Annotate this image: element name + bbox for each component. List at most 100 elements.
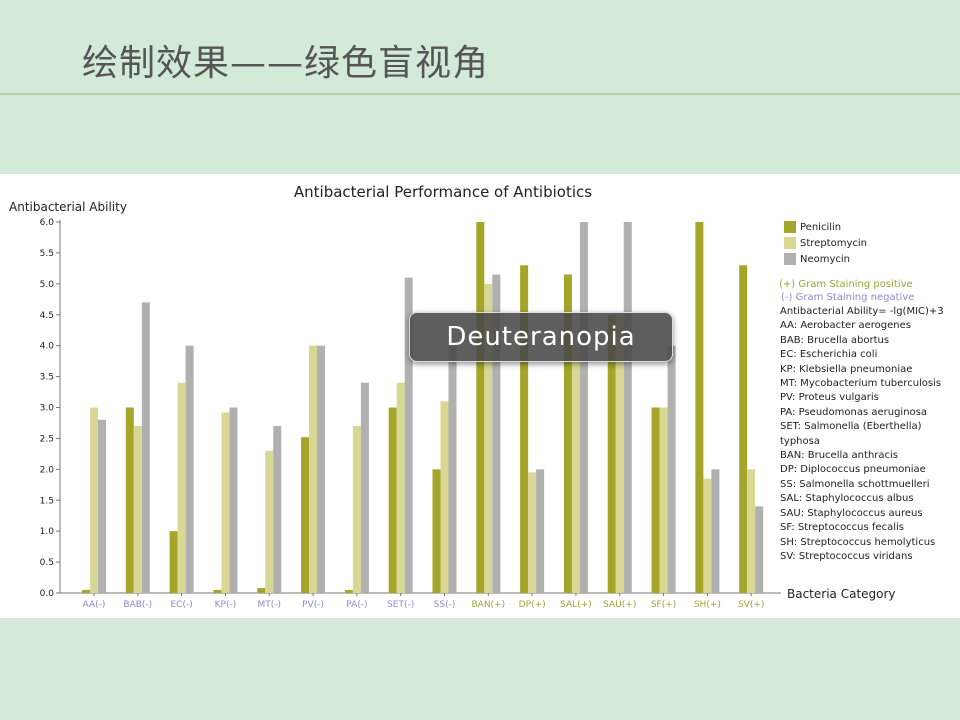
bar-chart: Antibacterial Performance of Antibiotics… (9, 183, 896, 610)
x-tick-label: DP(+) (519, 600, 546, 610)
legend-swatch-penicilin (784, 221, 796, 233)
bar-streptomycin (177, 382, 186, 593)
y-tick-label: 1.5 (40, 496, 54, 506)
bar-streptomycin (352, 426, 361, 593)
slide-title: 绘制效果——绿色盲视角 (82, 43, 490, 84)
bar-penicilin (388, 407, 397, 593)
x-tick-label: KP(-) (215, 600, 237, 610)
x-tick-label: BAB(-) (123, 600, 152, 610)
abbreviation-item: PA: Pseudomonas aeruginosa (780, 406, 927, 418)
x-axis-label: Bacteria Category (787, 587, 896, 601)
bar-neomycin (404, 277, 413, 593)
bar-neomycin (273, 426, 282, 593)
x-tick-label: MT(-) (257, 600, 281, 610)
x-tick-label: PA(-) (346, 600, 367, 610)
abbreviation-item: EC: Escherichia coli (780, 349, 878, 361)
bar-penicilin (213, 589, 222, 593)
bar-streptomycin (221, 412, 230, 593)
bar-penicilin (520, 265, 529, 593)
abbreviation-item: KP: Klebsiella pneumoniae (780, 363, 913, 375)
x-tick-label: SV(+) (738, 600, 764, 610)
y-tick-label: 0.0 (40, 589, 55, 599)
bar-penicilin (695, 222, 704, 593)
abbreviation-item: DP: Diplococcus pneumoniae (780, 464, 926, 476)
y-tick-label: 3.0 (40, 404, 55, 414)
bar-streptomycin (571, 345, 580, 593)
y-axis-label: Antibacterial Ability (9, 200, 127, 214)
x-tick-label: AA(-) (83, 600, 106, 610)
bar-penicilin (563, 274, 572, 593)
x-tick-label: SAU(+) (603, 600, 636, 610)
bar-neomycin (755, 506, 764, 593)
abbreviation-item: MT: Mycobacterium tuberculosis (780, 378, 942, 390)
bar-streptomycin (528, 472, 537, 593)
x-tick-label: SS(-) (434, 600, 456, 610)
formula-note: Antibacterial Ability= -lg(MIC)+3 (780, 306, 944, 317)
bar-penicilin (82, 589, 90, 593)
bar-penicilin (344, 589, 353, 593)
bar-neomycin (141, 302, 150, 593)
abbreviation-item: BAN: Brucella anthracis (780, 450, 899, 462)
bar-neomycin (185, 345, 194, 593)
bar-penicilin (739, 265, 748, 593)
chart-title: Antibacterial Performance of Antibiotics (294, 183, 592, 201)
x-tick-label: SAL(+) (560, 600, 592, 610)
bar-penicilin (607, 314, 616, 593)
gram-positive-note: (+) Gram Staining positive (779, 279, 913, 290)
x-tick-label: BAN(+) (471, 600, 505, 610)
bar-streptomycin (396, 382, 405, 593)
abbreviation-item: PV: Proteus vulgaris (780, 392, 879, 404)
legend-item-streptomycin: Streptomycin (784, 235, 960, 251)
abbreviation-item: SET: Salmonella (Eberthella) typhosa (780, 421, 922, 447)
bar-neomycin (711, 469, 720, 593)
legend-label-penicilin: Penicilin (800, 221, 842, 233)
legend-item-neomycin: Neomycin (784, 251, 960, 267)
y-tick-label: 3.5 (40, 373, 54, 383)
bar-neomycin (229, 407, 238, 593)
abbreviation-item: SF: Streptococcus fecalis (780, 522, 904, 534)
legend-label-neomycin: Neomycin (800, 253, 851, 265)
bar-neomycin (579, 222, 588, 593)
x-tick-label: PV(-) (302, 600, 324, 610)
bar-neomycin (536, 469, 545, 593)
bar-penicilin (301, 437, 310, 593)
bar-streptomycin (309, 345, 318, 593)
legend-label-streptomycin: Streptomycin (800, 237, 867, 249)
abbreviation-item: BAB: Brucella abortus (780, 334, 890, 346)
legend-item-penicilin: Penicilin (784, 219, 960, 235)
gram-negative-note: (-) Gram Staining negative (781, 292, 915, 303)
legend-swatch-neomycin (784, 253, 796, 265)
bar-streptomycin (484, 283, 493, 593)
bar-penicilin (169, 531, 178, 593)
bar-streptomycin (747, 469, 756, 593)
x-tick-label: SF(+) (651, 600, 676, 610)
y-tick-label: 0.5 (40, 558, 54, 568)
bar-penicilin (125, 407, 134, 593)
bar-neomycin (492, 274, 501, 593)
deuteranopia-badge: Deuteranopia (409, 312, 673, 362)
bar-streptomycin (90, 407, 98, 593)
bar-neomycin (98, 419, 106, 593)
bar-streptomycin (659, 407, 668, 593)
legend: Penicilin Streptomycin Neomycin (+) Gram… (779, 219, 960, 564)
y-tick-label: 4.5 (40, 311, 54, 321)
bar-streptomycin (703, 478, 712, 593)
y-tick-label: 5.5 (40, 249, 54, 259)
abbreviation-item: SAL: Staphylococcus albus (780, 493, 914, 505)
abbreviation-item: SAU: Staphylococcus aureus (780, 507, 923, 519)
legend-swatch-streptomycin (784, 237, 796, 249)
bar-neomycin (360, 382, 369, 593)
bar-penicilin (432, 469, 441, 593)
bar-penicilin (257, 588, 266, 593)
abbreviation-item: SS: Salmonella schottmuelleri (780, 478, 930, 490)
x-tick-label: SH(+) (694, 600, 721, 610)
abbreviation-item: SH: Streptococcus hemolyticus (780, 536, 936, 548)
bar-streptomycin (440, 401, 449, 593)
bar-streptomycin (133, 426, 142, 593)
axes: 0.0 0.5 1.0 1.5 2.0 2.5 3.0 3.5 4.0 4.5 5.0 5.5 6.0 A… (40, 218, 781, 610)
bar-neomycin (667, 345, 676, 593)
y-tick-label: 2.0 (40, 465, 55, 475)
bar-streptomycin (615, 314, 624, 593)
y-tick-label: 6.0 (40, 218, 55, 228)
bar-neomycin (448, 345, 457, 593)
